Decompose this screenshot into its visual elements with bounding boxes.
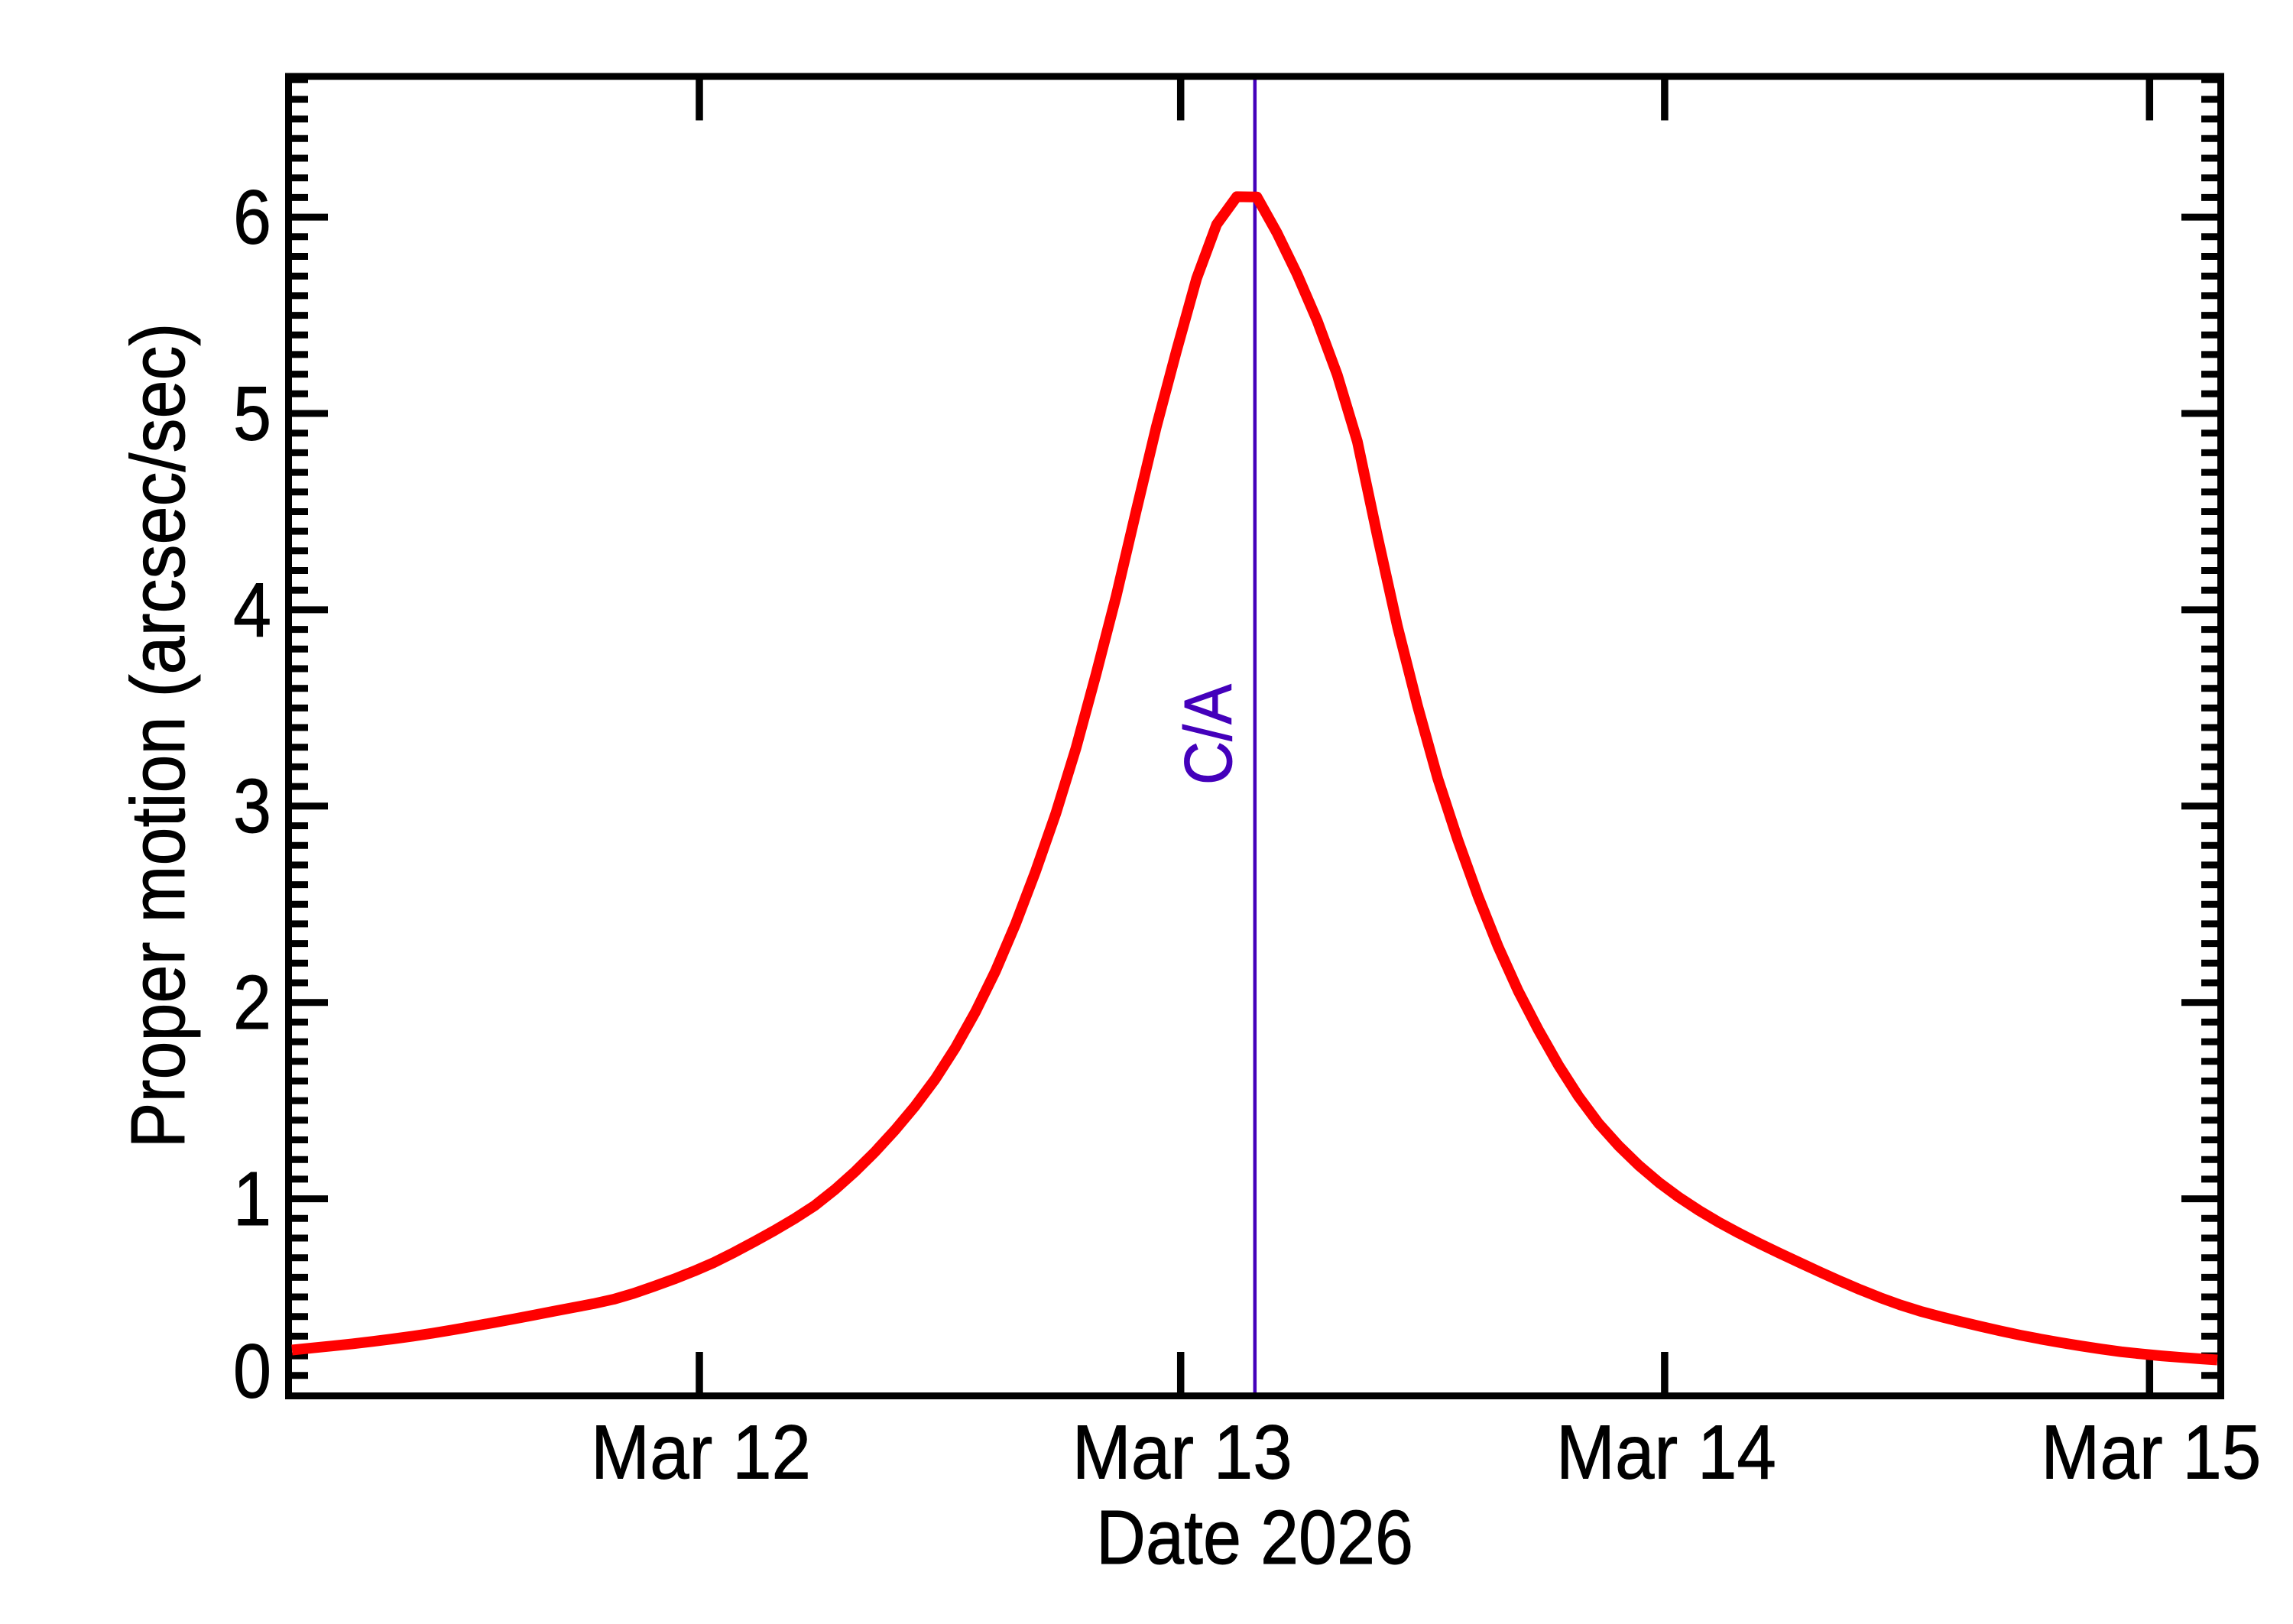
svg-text:Mar 12: Mar 12 [591, 1410, 811, 1496]
svg-text:C/A: C/A [1170, 684, 1246, 785]
svg-text:Date 2026: Date 2026 [1096, 1495, 1413, 1580]
svg-text:0: 0 [233, 1328, 271, 1414]
svg-text:Mar 15: Mar 15 [2041, 1410, 2261, 1496]
svg-text:2: 2 [233, 960, 271, 1045]
svg-text:3: 3 [233, 763, 271, 849]
svg-text:6: 6 [233, 175, 271, 261]
svg-text:4: 4 [233, 567, 271, 653]
svg-text:1: 1 [233, 1156, 271, 1242]
svg-text:Proper motion (arcsec/sec): Proper motion (arcsec/sec) [115, 323, 201, 1149]
svg-text:5: 5 [233, 371, 271, 456]
svg-text:Mar 13: Mar 13 [1072, 1410, 1292, 1496]
svg-text:Mar 14: Mar 14 [1556, 1410, 1776, 1496]
